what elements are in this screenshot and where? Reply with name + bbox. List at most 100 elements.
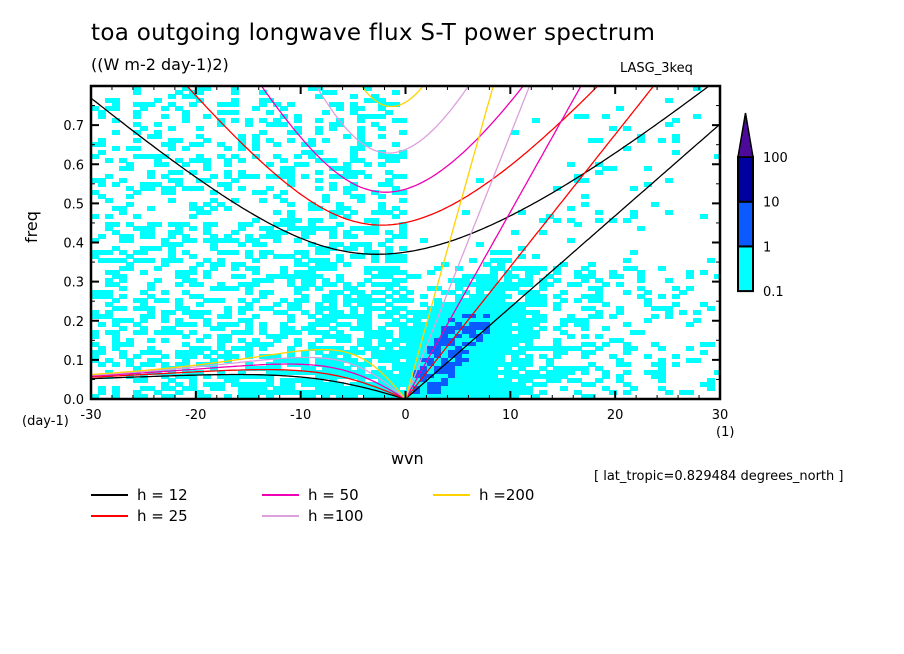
spectrum-cell bbox=[259, 322, 267, 327]
spectrum-cell bbox=[693, 114, 701, 119]
spectrum-cell bbox=[476, 286, 484, 291]
spectrum-cell bbox=[308, 346, 316, 351]
spectrum-cell bbox=[140, 298, 148, 303]
spectrum-cell bbox=[98, 114, 106, 119]
spectrum-cell bbox=[518, 350, 526, 355]
spectrum-cell bbox=[469, 310, 477, 315]
spectrum-cell bbox=[427, 286, 435, 291]
spectrum-cell bbox=[196, 126, 204, 131]
spectrum-cell bbox=[581, 278, 589, 283]
spectrum-cell bbox=[161, 382, 169, 387]
spectrum-cell bbox=[280, 218, 288, 223]
spectrum-cell bbox=[322, 226, 330, 231]
spectrum-cell bbox=[693, 358, 701, 363]
spectrum-cell bbox=[553, 338, 561, 343]
spectrum-cell bbox=[91, 106, 99, 111]
spectrum-cell bbox=[140, 306, 148, 311]
spectrum-cell bbox=[385, 330, 393, 335]
spectrum-cell bbox=[497, 258, 505, 263]
spectrum-cell bbox=[357, 242, 365, 247]
spectrum-cell bbox=[140, 302, 148, 307]
spectrum-cell bbox=[189, 278, 197, 283]
spectrum-cell bbox=[266, 250, 274, 255]
spectrum-cell bbox=[483, 362, 491, 367]
spectrum-cell bbox=[224, 338, 232, 343]
spectrum-cell bbox=[287, 326, 295, 331]
spectrum-cell bbox=[322, 314, 330, 319]
spectrum-cell bbox=[140, 270, 148, 275]
spectrum-cell bbox=[490, 338, 498, 343]
spectrum-cell bbox=[413, 310, 421, 315]
spectrum-cell bbox=[133, 130, 141, 135]
spectrum-cell bbox=[532, 382, 540, 387]
spectrum-cell bbox=[350, 106, 358, 111]
spectrum-cell bbox=[343, 334, 351, 339]
spectrum-cell bbox=[497, 338, 505, 343]
spectrum-cell bbox=[511, 318, 519, 323]
spectrum-cell bbox=[399, 294, 407, 299]
spectrum-cell bbox=[119, 274, 127, 279]
spectrum-cell bbox=[140, 250, 148, 255]
spectrum-cell bbox=[217, 386, 225, 391]
spectrum-cell bbox=[672, 118, 680, 123]
spectrum-cell bbox=[217, 142, 225, 147]
spectrum-cell bbox=[273, 238, 281, 243]
spectrum-cell bbox=[203, 158, 211, 163]
spectrum-cell bbox=[504, 306, 512, 311]
spectrum-cell bbox=[322, 334, 330, 339]
spectrum-cell bbox=[112, 298, 120, 303]
spectrum-cell bbox=[147, 230, 155, 235]
spectrum-cell bbox=[476, 330, 484, 335]
spectrum-cell bbox=[308, 142, 316, 147]
spectrum-cell bbox=[539, 318, 547, 323]
spectrum-cell bbox=[441, 318, 449, 323]
spectrum-cell bbox=[497, 250, 505, 255]
spectrum-cell bbox=[189, 214, 197, 219]
spectrum-cell bbox=[168, 190, 176, 195]
spectrum-cell bbox=[707, 378, 715, 383]
spectrum-cell bbox=[504, 338, 512, 343]
spectrum-cell bbox=[707, 306, 715, 311]
spectrum-cell bbox=[476, 382, 484, 387]
spectrum-cell bbox=[686, 346, 694, 351]
spectrum-cell bbox=[511, 266, 519, 271]
spectrum-cell bbox=[217, 202, 225, 207]
spectrum-cell bbox=[315, 170, 323, 175]
spectrum-cell bbox=[308, 342, 316, 347]
spectrum-cell bbox=[623, 322, 631, 327]
spectrum-cell bbox=[161, 330, 169, 335]
spectrum-cell bbox=[623, 218, 631, 223]
spectrum-cell bbox=[329, 358, 337, 363]
spectrum-cell bbox=[245, 390, 253, 395]
spectrum-cell bbox=[336, 338, 344, 343]
spectrum-cell bbox=[259, 382, 267, 387]
spectrum-cell bbox=[224, 146, 232, 151]
spectrum-cell bbox=[182, 358, 190, 363]
spectrum-cell bbox=[378, 342, 386, 347]
spectrum-cell bbox=[553, 266, 561, 271]
spectrum-cell bbox=[294, 298, 302, 303]
spectrum-cell bbox=[378, 274, 386, 279]
spectrum-cell bbox=[539, 346, 547, 351]
x-axis-label: wvn bbox=[391, 449, 424, 468]
spectrum-cell bbox=[427, 330, 435, 335]
spectrum-cell bbox=[567, 282, 575, 287]
spectrum-cell bbox=[364, 86, 372, 91]
spectrum-cell bbox=[350, 358, 358, 363]
spectrum-cell bbox=[175, 226, 183, 231]
spectrum-cell bbox=[280, 190, 288, 195]
spectrum-cell bbox=[238, 318, 246, 323]
spectrum-cell bbox=[504, 386, 512, 391]
spectrum-cell bbox=[294, 286, 302, 291]
spectrum-cell bbox=[413, 322, 421, 327]
spectrum-cell bbox=[336, 202, 344, 207]
spectrum-cell bbox=[497, 330, 505, 335]
spectrum-cell bbox=[504, 394, 512, 399]
spectrum-cell bbox=[301, 226, 309, 231]
spectrum-cell bbox=[616, 358, 624, 363]
spectrum-cell bbox=[231, 118, 239, 123]
spectrum-cell bbox=[497, 322, 505, 327]
spectrum-cell bbox=[189, 238, 197, 243]
spectrum-cell bbox=[497, 370, 505, 375]
spectrum-cell bbox=[658, 366, 666, 371]
